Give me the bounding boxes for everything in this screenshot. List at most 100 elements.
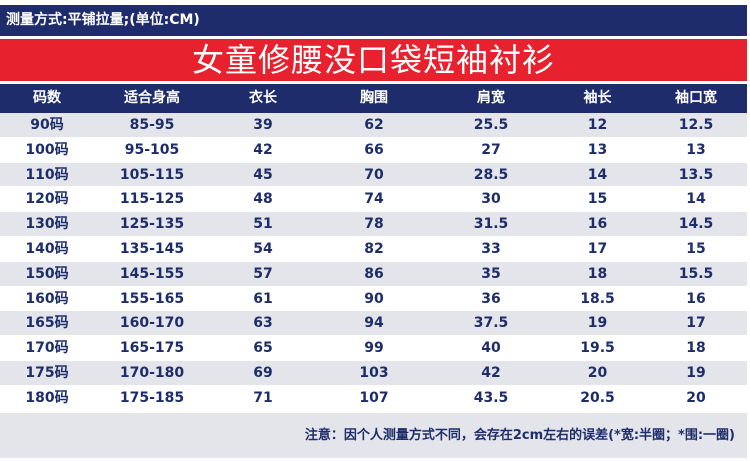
- header-chest: 胸围: [360, 90, 388, 106]
- cell-length: 42: [253, 141, 273, 158]
- cell-shoulder: 33: [481, 240, 501, 257]
- cell-cuff: 16: [686, 290, 706, 307]
- cell-height: 145-155: [119, 265, 185, 282]
- cell-size: 160码: [25, 290, 69, 307]
- cell-length: 45: [253, 166, 273, 183]
- cell-sleeve: 12: [587, 117, 608, 133]
- cell-length: 48: [253, 191, 273, 208]
- cell-sleeve: 14: [587, 166, 608, 183]
- cell-sleeve: 20: [587, 364, 608, 381]
- cell-size: 165码: [25, 315, 69, 332]
- cell-length: 71: [253, 389, 273, 406]
- cell-sleeve: 19: [587, 315, 608, 332]
- cell-cuff: 18: [686, 340, 706, 357]
- cell-shoulder: 28.5: [473, 166, 509, 183]
- header-height: 适合身高: [124, 90, 180, 106]
- cell-height: 105-115: [119, 166, 185, 183]
- header-cuff: 袖口宽: [675, 90, 717, 106]
- cell-size: 120码: [25, 191, 69, 208]
- cell-height: 160-170: [119, 315, 185, 332]
- cell-cuff: 17: [686, 315, 706, 332]
- cell-shoulder: 36: [481, 290, 501, 307]
- cell-sleeve: 17: [587, 240, 608, 257]
- cell-height: 125-135: [119, 216, 185, 233]
- cell-cuff: 14.5: [678, 216, 714, 233]
- table-row: 150码 145-155 57 86 35 18 15.5: [0, 261, 747, 287]
- cell-size: 175码: [25, 364, 69, 381]
- cell-size: 90码: [30, 117, 64, 133]
- cell-chest: 86: [364, 265, 384, 282]
- cell-chest: 74: [364, 191, 384, 208]
- table-row: 140码 135-145 54 82 33 17 15: [0, 236, 747, 262]
- measurement-note: 注意：因个人测量方式不同，会存在2cm左右的误差(*宽:半圈；*围:一圈): [0, 413, 747, 458]
- cell-length: 57: [253, 265, 273, 282]
- measure-method-bar: 测量方式:平铺拉量;(单位:CM): [0, 5, 747, 36]
- header-length: 衣长: [249, 90, 277, 106]
- cell-chest: 82: [364, 240, 384, 257]
- cell-height: 135-145: [119, 240, 185, 257]
- table-row: 90码 85-95 39 62 25.5 12 12.5: [0, 113, 747, 138]
- cell-height: 170-180: [119, 364, 185, 381]
- cell-chest: 70: [364, 166, 384, 183]
- table-row: 110码 105-115 45 70 28.5 14 13.5: [0, 162, 747, 188]
- cell-chest: 78: [364, 216, 384, 233]
- cell-chest: 66: [364, 141, 384, 158]
- cell-sleeve: 16: [587, 216, 608, 233]
- header-size: 码数: [33, 90, 61, 106]
- cell-shoulder: 42: [481, 364, 501, 381]
- cell-shoulder: 25.5: [473, 117, 509, 133]
- cell-cuff: 13.5: [678, 166, 714, 183]
- cell-length: 54: [253, 240, 273, 257]
- cell-shoulder: 37.5: [473, 315, 509, 332]
- cell-height: 115-125: [119, 191, 185, 208]
- header-sleeve: 袖长: [583, 90, 612, 106]
- cell-height: 155-165: [119, 290, 185, 307]
- cell-shoulder: 30: [481, 191, 501, 208]
- cell-chest: 99: [364, 340, 384, 357]
- cell-size: 140码: [25, 240, 69, 257]
- cell-sleeve: 19.5: [580, 340, 615, 357]
- cell-size: 170码: [25, 340, 69, 357]
- table-body: 90码 85-95 39 62 25.5 12 12.5 100码 95-105…: [0, 113, 747, 411]
- table-row: 100码 95-105 42 66 27 13 13: [0, 137, 747, 163]
- cell-length: 65: [253, 340, 273, 357]
- cell-height: 165-175: [119, 340, 185, 357]
- cell-sleeve: 18: [587, 265, 608, 282]
- cell-cuff: 19: [686, 364, 706, 381]
- header-shoulder: 肩宽: [477, 90, 505, 106]
- cell-length: 51: [253, 216, 273, 233]
- cell-size: 130码: [25, 216, 69, 233]
- cell-chest: 62: [364, 117, 384, 133]
- cell-sleeve: 15: [587, 191, 608, 208]
- table-row: 175码 170-180 69 103 42 20 19: [0, 360, 747, 386]
- cell-sleeve: 13: [587, 141, 608, 158]
- cell-chest: 107: [359, 389, 389, 406]
- cell-cuff: 20: [686, 389, 706, 406]
- cell-size: 150码: [25, 265, 69, 282]
- cell-height: 175-185: [119, 389, 185, 406]
- cell-shoulder: 27: [481, 141, 501, 158]
- cell-size: 180码: [25, 389, 69, 406]
- cell-height: 95-105: [124, 141, 180, 158]
- cell-cuff: 13: [686, 141, 706, 158]
- measure-method-text: 测量方式:平铺拉量;(单位:CM): [6, 12, 200, 28]
- cell-cuff: 12.5: [678, 117, 714, 133]
- table-row: 120码 115-125 48 74 30 15 14: [0, 187, 747, 213]
- cell-length: 61: [253, 290, 273, 307]
- note-text: 注意：因个人测量方式不同，会存在2cm左右的误差(*宽:半圈；*围:一圈): [304, 428, 735, 443]
- table-row: 160码 155-165 61 90 36 18.5 16: [0, 286, 747, 312]
- cell-shoulder: 43.5: [473, 389, 509, 406]
- cell-chest: 103: [359, 364, 389, 381]
- cell-sleeve: 18.5: [580, 290, 615, 307]
- cell-height: 85-95: [129, 117, 175, 133]
- table-header: 码数 适合身高 衣长 胸围 肩宽 袖长 袖口宽: [0, 84, 747, 113]
- table-row: 180码 175-185 71 107 43.5 20.5 20: [0, 385, 747, 411]
- cell-sleeve: 20.5: [580, 389, 615, 406]
- cell-length: 39: [253, 117, 273, 133]
- title-banner: 女童修腰没口袋短袖衬衫: [0, 39, 747, 81]
- cell-chest: 90: [364, 290, 384, 307]
- cell-cuff: 15: [686, 240, 706, 257]
- cell-size: 110码: [25, 166, 69, 183]
- cell-shoulder: 31.5: [473, 216, 509, 233]
